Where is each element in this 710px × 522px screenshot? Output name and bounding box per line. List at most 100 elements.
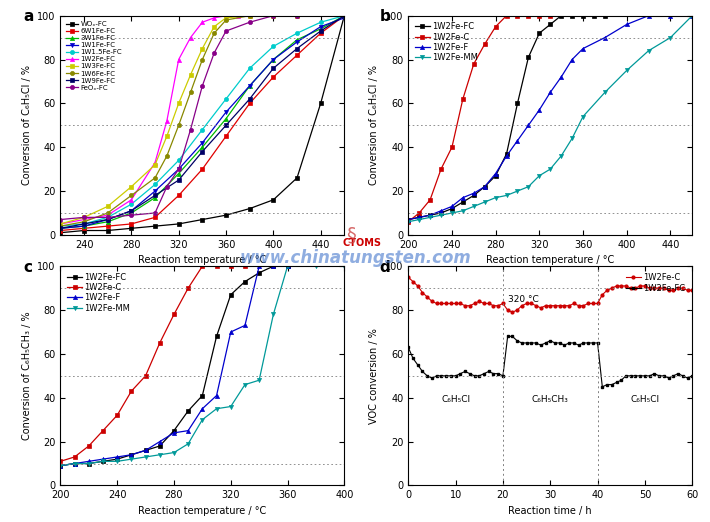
1W2Fe-FC — [513, 100, 522, 106]
WOₓ-FC — [246, 206, 254, 212]
6W1Fe-FC — [269, 74, 278, 80]
1W2Fe-F — [269, 263, 278, 269]
6W1Fe-FC — [293, 52, 301, 58]
1W2Fe-FC — [246, 13, 254, 19]
1W2Fe-FC — [660, 373, 668, 379]
1W2Fe-C — [502, 13, 510, 19]
1W2Fe-C — [84, 443, 93, 449]
1W2Fe-FC — [481, 184, 489, 190]
FeOₓ-FC — [175, 166, 183, 172]
1W2Fe-FC — [601, 13, 609, 19]
1W2Fe-MM — [415, 217, 423, 223]
1W2Fe-MM — [170, 449, 178, 456]
1W6Fe-FC — [56, 223, 65, 229]
1W2Fe-F — [283, 263, 292, 269]
1W1.5Fe-FC — [317, 19, 325, 26]
1W1.5Fe-FC — [198, 126, 207, 133]
1W2Fe-F — [535, 107, 544, 113]
Line: 1W3Fe-FC: 1W3Fe-FC — [58, 14, 299, 226]
1W2Fe-FC — [269, 13, 278, 19]
1W2Fe-F — [524, 122, 532, 128]
1W1.5Fe-FC — [127, 201, 136, 207]
1W2Fe-MM — [513, 188, 522, 194]
Line: 1W2Fe-FC: 1W2Fe-FC — [58, 264, 290, 468]
1W6Fe-FC — [222, 17, 230, 23]
1W2Fe-C — [461, 303, 469, 309]
1W3Fe-FC — [293, 13, 301, 19]
3W1Fe-FC — [269, 56, 278, 63]
FeOₓ-FC — [210, 50, 219, 56]
Line: 1W2Fe-C: 1W2Fe-C — [58, 264, 247, 464]
1W2Fe-FC — [557, 13, 565, 19]
1W9Fe-FC — [104, 217, 112, 223]
1W3Fe-FC — [269, 13, 278, 19]
6W1Fe-FC — [340, 13, 349, 19]
1W3Fe-FC — [80, 214, 88, 220]
1W2Fe-F — [601, 34, 609, 41]
1W2Fe-C — [127, 388, 136, 394]
1W1Fe-FC — [80, 223, 88, 229]
1W2Fe-FC — [184, 408, 192, 414]
Line: 6W1Fe-FC: 6W1Fe-FC — [58, 14, 346, 233]
1W2Fe-C — [448, 144, 457, 150]
1W2Fe-C — [426, 197, 435, 203]
1W2Fe-MM — [269, 311, 278, 317]
1W1.5Fe-FC — [269, 43, 278, 50]
6W1Fe-FC — [198, 166, 207, 172]
1W2Fe-FC — [84, 460, 93, 467]
FeOₓ-FC — [198, 82, 207, 89]
1W2Fe-C — [524, 13, 532, 19]
1W2Fe-F — [557, 74, 565, 80]
1W9Fe-FC — [340, 13, 349, 19]
1W2Fe-F — [212, 393, 221, 399]
1W2Fe-FC — [283, 263, 292, 269]
1W2Fe-MM — [666, 34, 674, 41]
1W2Fe-C — [459, 96, 467, 102]
1W2Fe-F — [502, 153, 510, 159]
1W2Fe-FC — [459, 199, 467, 205]
1W6Fe-FC — [80, 219, 88, 225]
WOₓ-FC — [340, 13, 349, 19]
1W2Fe-MM — [340, 263, 349, 269]
Y-axis label: VOC conversion / %: VOC conversion / % — [369, 328, 379, 424]
1W3Fe-FC — [198, 45, 207, 52]
1W2Fe-C — [503, 307, 512, 313]
1W2Fe-MM — [184, 441, 192, 447]
1W2Fe-C — [56, 458, 65, 465]
1W1Fe-FC — [269, 56, 278, 63]
1W2Fe-FC — [293, 13, 301, 19]
1W2Fe-FC — [234, 13, 242, 19]
1W2Fe-MM — [113, 458, 121, 465]
1W2Fe-F — [437, 208, 445, 214]
1W2Fe-MM — [524, 184, 532, 190]
Y-axis label: Conversion of C₆H₅Cl / %: Conversion of C₆H₅Cl / % — [21, 65, 31, 185]
1W2Fe-FC — [404, 344, 413, 350]
3W1Fe-FC — [80, 223, 88, 229]
1W2Fe-FC — [437, 210, 445, 216]
1W2Fe-F — [623, 21, 631, 28]
1W2Fe-FC — [579, 13, 587, 19]
Legend: 1W2Fe-FC, 1W2Fe-C, 1W2Fe-F, 1W2Fe-MM: 1W2Fe-FC, 1W2Fe-C, 1W2Fe-F, 1W2Fe-MM — [65, 270, 133, 315]
3W1Fe-FC — [198, 144, 207, 150]
1W2Fe-MM — [568, 135, 577, 141]
WOₓ-FC — [269, 197, 278, 203]
3W1Fe-FC — [317, 26, 325, 32]
1W1Fe-FC — [104, 217, 112, 223]
1W2Fe-C — [113, 412, 121, 419]
1W2Fe-C — [470, 300, 479, 306]
1W1Fe-FC — [293, 39, 301, 45]
1W2Fe-F — [255, 263, 263, 269]
1W2Fe-MM — [198, 417, 207, 423]
1W2Fe-C — [404, 219, 413, 225]
1W2Fe-FC — [461, 369, 469, 375]
1W2Fe-FC — [491, 173, 500, 179]
3W1Fe-FC — [340, 13, 349, 19]
1W1.5Fe-FC — [151, 181, 159, 187]
1W2Fe-FC — [226, 292, 235, 298]
6W1Fe-FC — [175, 192, 183, 198]
1W2Fe-C — [491, 23, 500, 30]
3W1Fe-FC — [175, 170, 183, 176]
1W2Fe-FC — [508, 333, 517, 339]
1W1.5Fe-FC — [104, 214, 112, 220]
1W3Fe-FC — [151, 162, 159, 168]
